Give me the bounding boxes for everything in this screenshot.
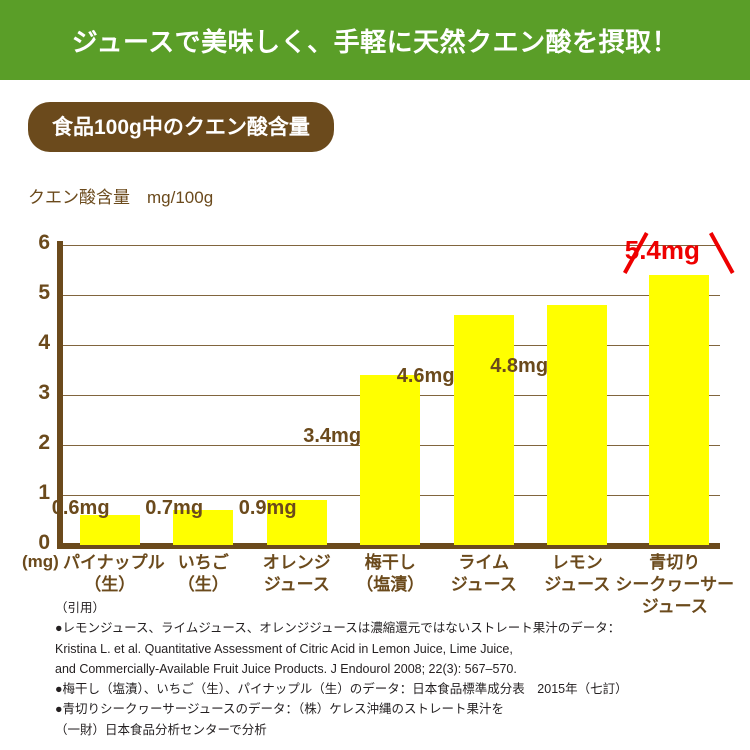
y-tick-label: 6 bbox=[38, 231, 50, 254]
category-label-line: 青切り bbox=[649, 553, 701, 572]
bar-value-label: 4.6mg bbox=[396, 365, 455, 387]
gridline bbox=[63, 295, 720, 296]
gridline bbox=[63, 395, 720, 396]
plot-area bbox=[63, 245, 720, 545]
x-axis-line bbox=[57, 543, 720, 549]
note-line: ●青切りシークヮーサージュースのデータ：（株）ケレス沖縄のストレート果汁を bbox=[55, 702, 505, 717]
category-label: オレンジ ジュース bbox=[250, 552, 344, 596]
category-label-line: いちご bbox=[177, 553, 229, 572]
note-line: ●梅干し（塩漬）、いちご（生）、パイナップル（生）のデータ：日本食品標準成分表 … bbox=[55, 682, 628, 696]
y-axis-caption: クエン酸含量 mg/100g bbox=[28, 188, 214, 207]
category-label-line: オレンジ bbox=[262, 553, 331, 572]
y-tick-label: 4 bbox=[38, 331, 50, 354]
annotation-slash bbox=[708, 232, 735, 274]
unit-label: (mg) bbox=[22, 552, 59, 571]
category-label-line: （生） bbox=[84, 574, 136, 594]
category-label: パイナップル （生） bbox=[63, 552, 165, 596]
category-label-line: レモン bbox=[551, 553, 603, 572]
category-label: レモン ジュース bbox=[531, 552, 625, 596]
y-tick-label: 2 bbox=[38, 431, 50, 454]
category-label: 梅干し （塩漬） bbox=[344, 552, 438, 596]
category-label-line: ライム bbox=[458, 553, 510, 572]
chart-title-badge: 食品100g中のクエン酸含量 bbox=[28, 102, 334, 152]
header-banner: ジュースで美味しく、手軽に天然クエン酸を摂取！ bbox=[0, 0, 750, 80]
bar bbox=[648, 275, 709, 545]
bar bbox=[547, 305, 608, 545]
annotation-slash bbox=[622, 232, 649, 274]
y-tick-label: 5 bbox=[38, 281, 50, 304]
category-label-line: ジュース bbox=[450, 574, 517, 594]
bar bbox=[79, 515, 140, 545]
y-tick-label: 3 bbox=[38, 381, 50, 404]
category-label-line: ジュース bbox=[263, 574, 330, 594]
gridline bbox=[63, 445, 720, 446]
category-label-line: （塩漬） bbox=[356, 574, 425, 594]
bar-value-label: 0.6mg bbox=[51, 497, 110, 519]
category-label: ライム ジュース bbox=[437, 552, 531, 596]
bar-value-label: 0.7mg bbox=[145, 497, 204, 519]
note-line: ●レモンジュース、ライムジュース、オレンジジュースは濃縮還元ではないストレート果… bbox=[55, 621, 621, 636]
chart-title-text: 食品100g中のクエン酸含量 bbox=[52, 116, 310, 139]
category-label: いちご （生） bbox=[157, 552, 251, 596]
bar bbox=[266, 500, 327, 545]
bar-value-label: 4.8mg bbox=[490, 355, 549, 377]
bar bbox=[173, 510, 234, 545]
y-tick-label: 1 bbox=[38, 481, 50, 504]
y-tick-label: 0 bbox=[38, 531, 50, 554]
category-label-line: ジュース bbox=[544, 574, 611, 594]
citation-notes: （引用） ●レモンジュース、ライムジュース、オレンジジュースは濃縮還元ではないスト… bbox=[55, 598, 745, 740]
note-line: （一財）日本食品分析センターで分析 bbox=[55, 722, 267, 737]
gridline bbox=[63, 495, 720, 496]
category-label-line: パイナップル bbox=[63, 553, 165, 572]
y-axis-line bbox=[57, 241, 63, 549]
category-label-line: シークヮーサー bbox=[615, 574, 735, 594]
bar-value-label: 0.9mg bbox=[238, 497, 297, 519]
category-label-line: （生） bbox=[177, 574, 229, 594]
note-line: and Commercially-Available Fruit Juice P… bbox=[55, 661, 517, 676]
gridline bbox=[63, 345, 720, 346]
bar bbox=[360, 375, 421, 545]
bar-value-label: 5.4mg bbox=[624, 235, 700, 265]
note-line: Kristina L. et al. Quantitative Assessme… bbox=[55, 641, 513, 656]
bar-value-label: 3.4mg bbox=[303, 425, 362, 447]
gridline bbox=[63, 245, 720, 246]
bar bbox=[453, 315, 514, 545]
category-label-line: 梅干し bbox=[364, 553, 416, 572]
headline-text: ジュースで美味しく、手軽に天然クエン酸を摂取！ bbox=[71, 26, 679, 57]
notes-heading: （引用） bbox=[55, 601, 106, 615]
